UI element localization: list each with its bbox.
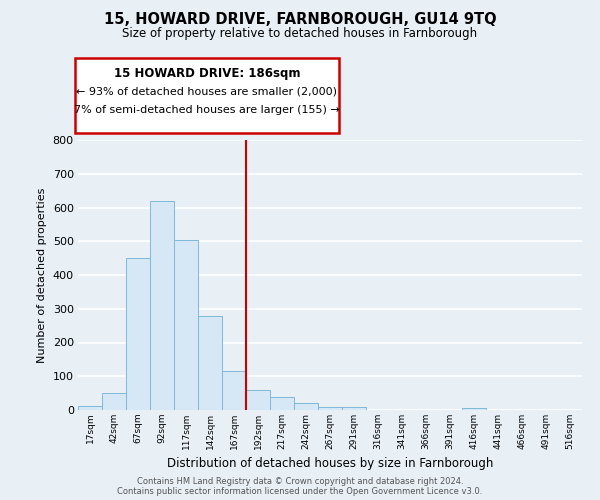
Bar — [462, 408, 486, 410]
Text: Contains public sector information licensed under the Open Government Licence v3: Contains public sector information licen… — [118, 487, 482, 496]
Bar — [150, 200, 174, 410]
Text: Contains HM Land Registry data © Crown copyright and database right 2024.: Contains HM Land Registry data © Crown c… — [137, 477, 463, 486]
Bar — [318, 407, 342, 410]
Text: ← 93% of detached houses are smaller (2,000): ← 93% of detached houses are smaller (2,… — [76, 86, 337, 97]
Bar — [342, 408, 366, 410]
Bar — [198, 316, 222, 410]
Bar — [270, 397, 294, 410]
Bar — [246, 390, 270, 410]
Bar — [174, 240, 198, 410]
Bar — [222, 371, 246, 410]
Text: 15 HOWARD DRIVE: 186sqm: 15 HOWARD DRIVE: 186sqm — [114, 66, 300, 80]
Y-axis label: Number of detached properties: Number of detached properties — [37, 188, 47, 362]
Text: 7% of semi-detached houses are larger (155) →: 7% of semi-detached houses are larger (1… — [74, 105, 340, 115]
Text: Size of property relative to detached houses in Farnborough: Size of property relative to detached ho… — [122, 28, 478, 40]
Bar — [294, 402, 318, 410]
Bar — [126, 258, 150, 410]
Bar — [78, 406, 102, 410]
Text: 15, HOWARD DRIVE, FARNBOROUGH, GU14 9TQ: 15, HOWARD DRIVE, FARNBOROUGH, GU14 9TQ — [104, 12, 496, 28]
Bar — [102, 393, 126, 410]
X-axis label: Distribution of detached houses by size in Farnborough: Distribution of detached houses by size … — [167, 458, 493, 470]
